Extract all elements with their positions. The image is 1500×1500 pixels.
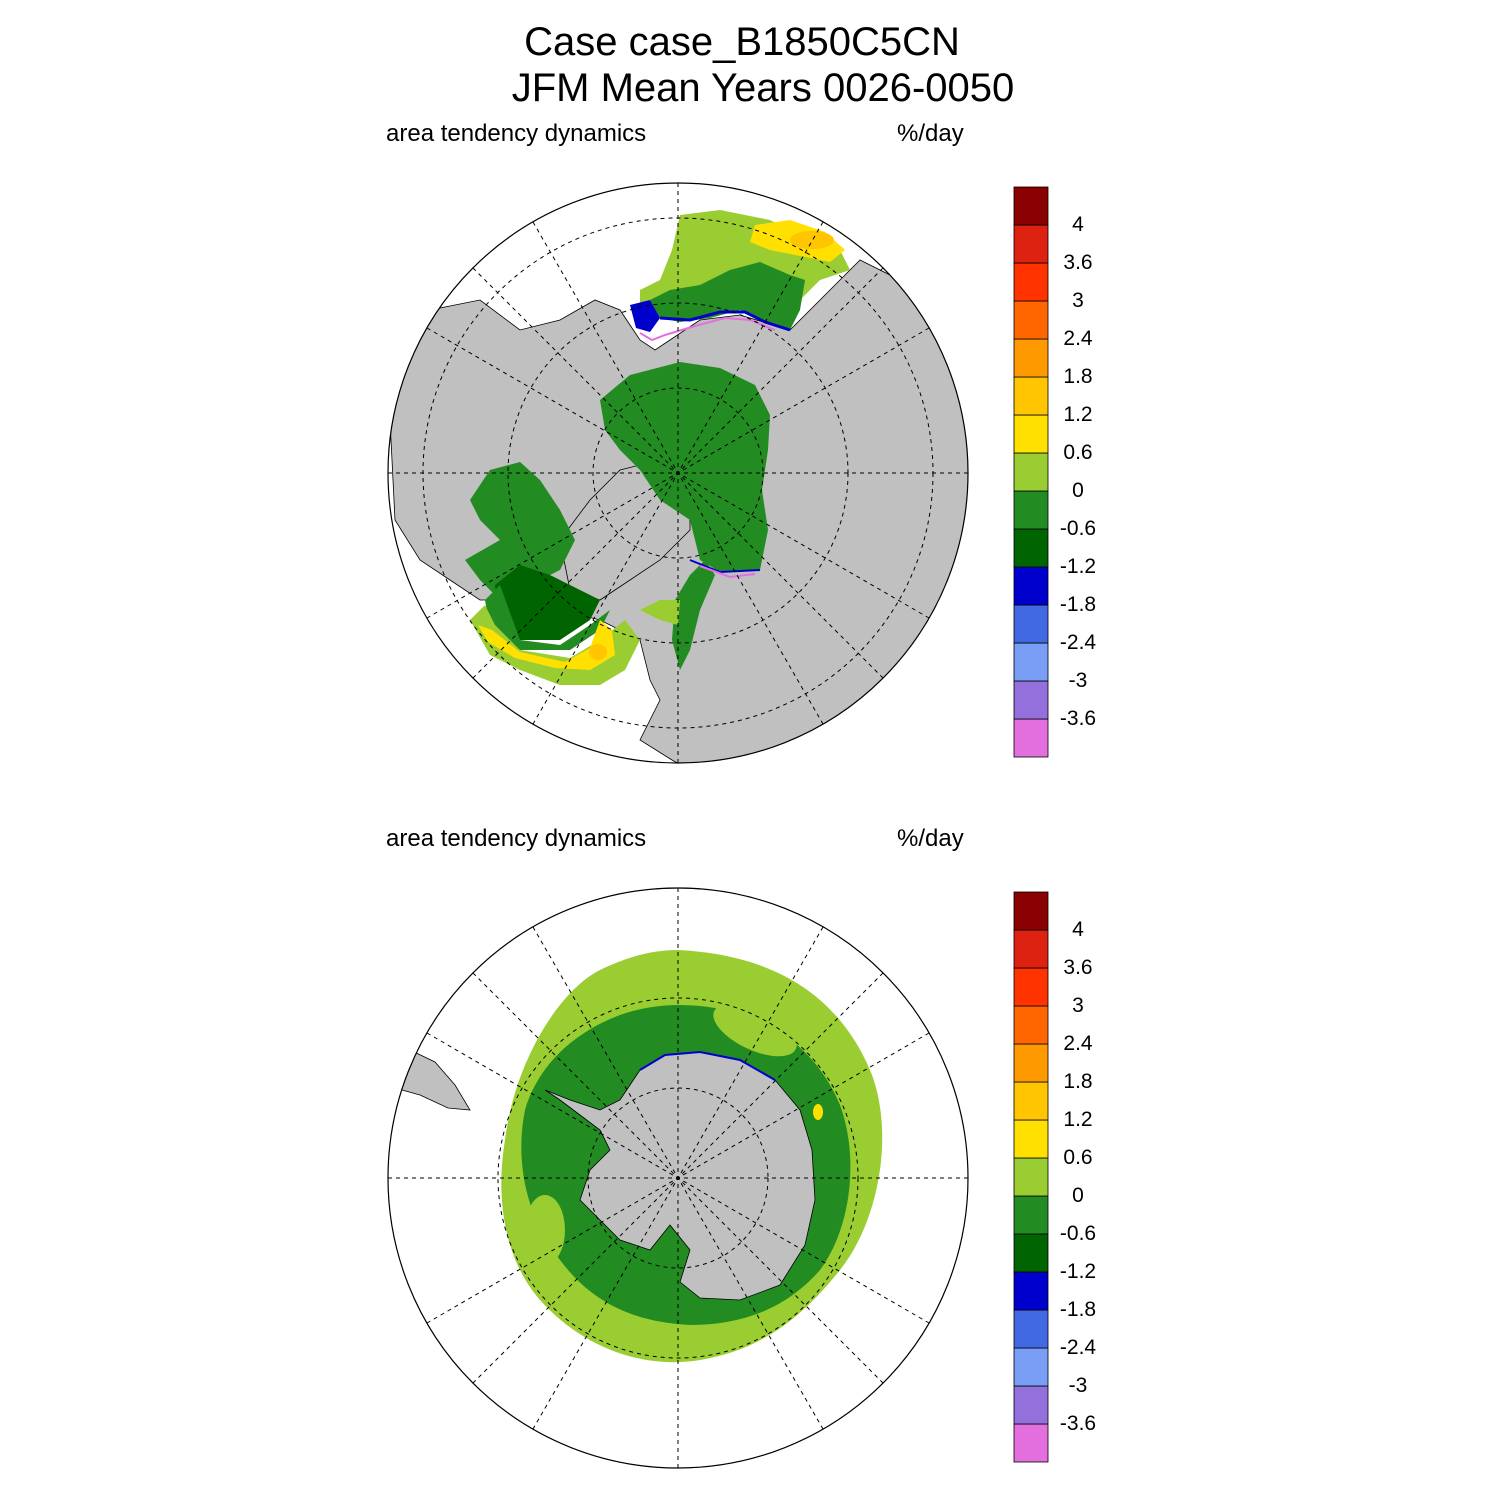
colorbar-tick-label: -1.2 (1059, 1260, 1097, 1283)
colorbar-swatch (1013, 262, 1049, 302)
colorbar-tick-label: 1.8 (1063, 1070, 1093, 1093)
north-panel-left-label: area tendency dynamics (386, 120, 647, 147)
barents-light (640, 600, 680, 625)
colorbar-swatch (1013, 642, 1049, 682)
colorbar-tick-label: -0.6 (1059, 1222, 1097, 1245)
colorbar-tick-label: 4 (1072, 213, 1084, 236)
colorbar-swatch (1013, 566, 1049, 606)
colorbar-tick-label: -3 (1068, 669, 1088, 692)
colorbar-swatch (1013, 186, 1049, 226)
colorbar-swatch (1013, 1081, 1049, 1121)
north-panel-units-label: %/day (897, 120, 964, 147)
figure-title-line1: Case case_B1850C5CN (524, 20, 960, 64)
colorbar-tick-label: 0.6 (1063, 441, 1093, 464)
colorbar-tick-label: -3.6 (1059, 1412, 1097, 1435)
south-panel-left-label: area tendency dynamics (386, 825, 647, 852)
colorbar-swatch (1013, 452, 1049, 492)
arctic-basin-ice (600, 362, 770, 572)
colorbar-swatch (1013, 1385, 1049, 1425)
south-polar-map (387, 887, 969, 1469)
colorbar-swatch (1013, 967, 1049, 1007)
labrador-dark-ice (495, 565, 600, 640)
antarctica-land (544, 1051, 816, 1301)
colorbar-swatch (1013, 224, 1049, 264)
colorbar-tick-label: 2.4 (1063, 1032, 1093, 1055)
colorbar-tick-label: 0.6 (1063, 1146, 1093, 1169)
colorbar-swatch (1013, 1271, 1049, 1311)
bering-green (650, 262, 805, 330)
colorbar-swatch (1013, 338, 1049, 378)
colorbar-tick-label: -2.4 (1059, 631, 1097, 654)
colorbar-tick-label: -2.4 (1059, 1336, 1097, 1359)
colorbar-tick-label: 3 (1072, 289, 1084, 312)
colorbar-tick-label: 1.2 (1063, 403, 1093, 426)
bering-pink-edge (639, 316, 776, 342)
colorbar-swatch (1013, 680, 1049, 720)
colorbar-tick-label: 3.6 (1063, 956, 1093, 979)
colorbar-swatch (1013, 1347, 1049, 1387)
colorbar-tick-label: -3.6 (1059, 707, 1097, 730)
colorbar-tick-label: -3 (1068, 1374, 1088, 1397)
colorbar-swatch (1013, 1195, 1049, 1235)
colorbar-swatch (1013, 1423, 1049, 1463)
figure-title-line2: JFM Mean Years 0026-0050 (511, 66, 1015, 110)
north-colorbar (1013, 186, 1049, 758)
colorbar-tick-label: -1.2 (1059, 555, 1097, 578)
colorbar-swatch (1013, 528, 1049, 568)
colorbar-swatch (1013, 414, 1049, 454)
bering-dark-edge (630, 300, 660, 332)
south-colorbar (1013, 891, 1049, 1463)
colorbar-tick-label: 0 (1072, 479, 1084, 502)
colorbar-tick-label: 1.2 (1063, 1108, 1093, 1131)
south-panel-units-label: %/day (897, 825, 964, 852)
colorbar-tick-label: -1.8 (1059, 1298, 1097, 1321)
labrador-green (485, 585, 610, 650)
hudson-baffin-ice (465, 462, 575, 600)
colorbar-tick-label: 2.4 (1063, 327, 1093, 350)
colorbar-swatch (1013, 1309, 1049, 1349)
colorbar-swatch (1013, 929, 1049, 969)
colorbar-tick-label: 3 (1072, 994, 1084, 1017)
colorbar-swatch (1013, 1233, 1049, 1273)
colorbar-tick-label: -1.8 (1059, 593, 1097, 616)
colorbar-tick-label: -0.6 (1059, 517, 1097, 540)
colorbar-tick-label: 1.8 (1063, 365, 1093, 388)
colorbar-swatch (1013, 604, 1049, 644)
barents-ice (672, 560, 715, 670)
labrador-yellow2 (478, 620, 615, 670)
colorbar-swatch (1013, 718, 1049, 758)
colorbar-swatch (1013, 1043, 1049, 1083)
colorbar-swatch (1013, 490, 1049, 530)
colorbar-tick-label: 3.6 (1063, 251, 1093, 274)
colorbar-swatch (1013, 1119, 1049, 1159)
colorbar-swatch (1013, 1157, 1049, 1197)
colorbar-swatch (1013, 300, 1049, 340)
colorbar-swatch (1013, 376, 1049, 416)
colorbar-tick-label: 0 (1072, 1184, 1084, 1207)
colorbar-tick-label: 4 (1072, 918, 1084, 941)
north-polar-map (387, 182, 969, 764)
colorbar-swatch (1013, 891, 1049, 931)
colorbar-swatch (1013, 1005, 1049, 1045)
